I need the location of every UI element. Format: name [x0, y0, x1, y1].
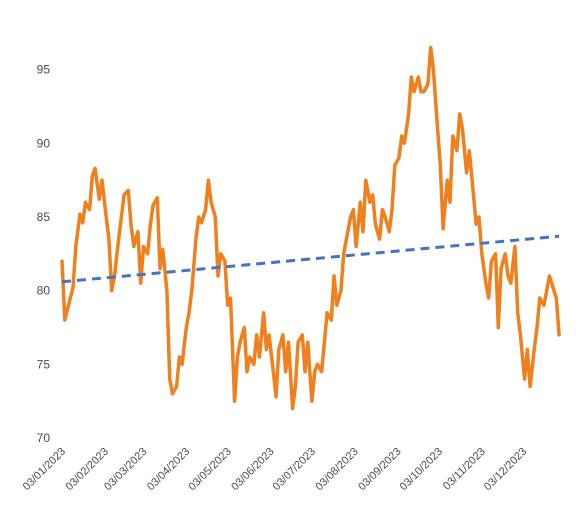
y-tick-label: 80	[37, 284, 51, 298]
y-tick-label: 90	[37, 136, 51, 150]
x-tick-label: 03/08/2023	[313, 446, 360, 493]
y-tick-label: 100	[30, 0, 50, 3]
x-tick-label: 03/09/2023	[356, 446, 403, 493]
trendline	[61, 234, 560, 284]
y-axis-tick-labels: 70 75 80 85 90 95 100	[30, 0, 50, 445]
x-tick-label: 03/05/2023	[186, 446, 233, 493]
x-tick-label: 03/12/2023	[482, 446, 529, 493]
y-tick-label: 75	[37, 357, 51, 371]
price-series-line	[60, 45, 561, 411]
series-layer	[60, 45, 561, 411]
x-tick-label: 03/10/2023	[398, 446, 445, 493]
x-tick-label: 03/06/2023	[229, 446, 276, 493]
x-tick-label: 03/07/2023	[271, 446, 318, 493]
x-axis-tick-labels: 03/01/202303/02/202303/03/202303/04/2023…	[21, 446, 530, 493]
y-tick-label: 95	[37, 63, 51, 77]
x-tick-label: 03/04/2023	[145, 446, 192, 493]
y-tick-label: 85	[37, 210, 51, 224]
x-tick-label: 03/11/2023	[441, 446, 488, 493]
x-tick-label: 03/01/2023	[21, 446, 68, 493]
y-tick-label: 70	[37, 431, 51, 445]
